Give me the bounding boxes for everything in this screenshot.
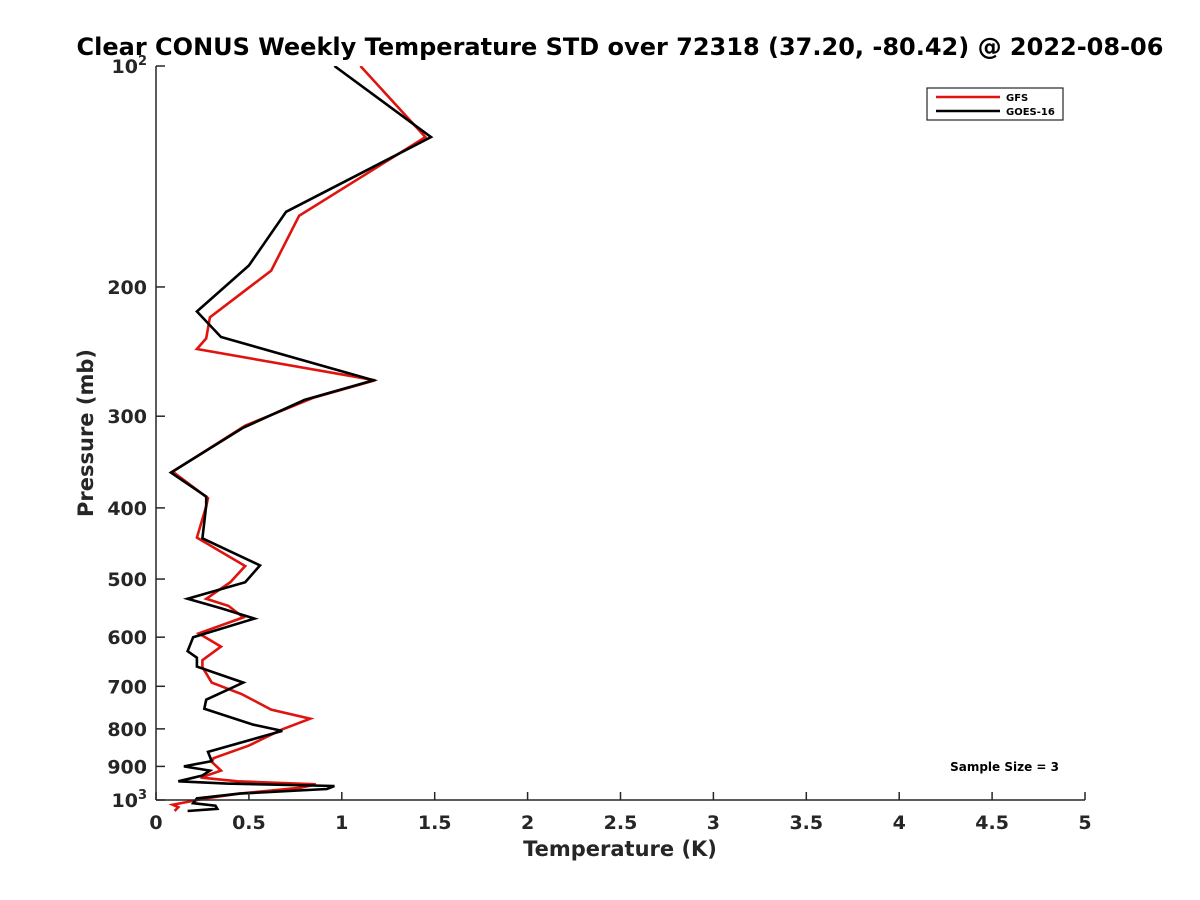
- legend: GFS GOES-16: [926, 87, 1064, 121]
- legend-box: [926, 87, 1064, 121]
- series-line-gfs: [168, 66, 428, 812]
- x-tick-label: 2.5: [604, 812, 638, 834]
- x-ticks: 0 0.5 1 1.5 2 2.5 3 3.5 4 4.5 5: [149, 792, 1092, 834]
- x-tick-label: 0.5: [232, 812, 266, 834]
- sample-size-annotation: Sample Size = 3: [950, 760, 1059, 774]
- y-tick-label: 700: [107, 676, 147, 698]
- x-tick-label: 4.5: [975, 812, 1009, 834]
- y-tick-label: 600: [107, 627, 147, 649]
- legend-label-goes-16: GOES-16: [1006, 107, 1055, 118]
- y-tick-label: 103: [112, 788, 148, 812]
- series-layer: [168, 66, 434, 813]
- y-tick-label: 500: [107, 569, 147, 591]
- y-tick-label: 800: [107, 719, 147, 741]
- x-tick-label: 2: [521, 812, 534, 834]
- x-tick-label: 3: [707, 812, 720, 834]
- y-tick-label: 900: [107, 756, 147, 778]
- y-ticks: 102 200 300 400 500 600 700 800 900 103: [107, 54, 165, 812]
- series-line-goes-16: [168, 66, 434, 813]
- y-axis-label: Pressure (mb): [74, 349, 98, 517]
- y-tick-label: 300: [107, 406, 147, 428]
- plot-area: 0 0.5 1 1.5 2 2.5 3 3.5 4 4.5 5 102 200 300 400 500 600…: [107, 54, 1091, 834]
- chart-title: Clear CONUS Weekly Temperature STD over …: [77, 33, 1164, 61]
- x-tick-label: 1: [335, 812, 348, 834]
- x-axis-label: Temperature (K): [523, 837, 717, 861]
- y-tick-label: 400: [107, 498, 147, 520]
- x-tick-label: 4: [893, 812, 906, 834]
- x-tick-label: 0: [149, 812, 162, 834]
- x-tick-label: 5: [1078, 812, 1091, 834]
- legend-label-gfs: GFS: [1006, 93, 1028, 104]
- y-tick-label: 200: [107, 277, 147, 299]
- y-tick-label: 102: [112, 54, 148, 78]
- x-tick-label: 3.5: [789, 812, 823, 834]
- x-tick-label: 1.5: [418, 812, 452, 834]
